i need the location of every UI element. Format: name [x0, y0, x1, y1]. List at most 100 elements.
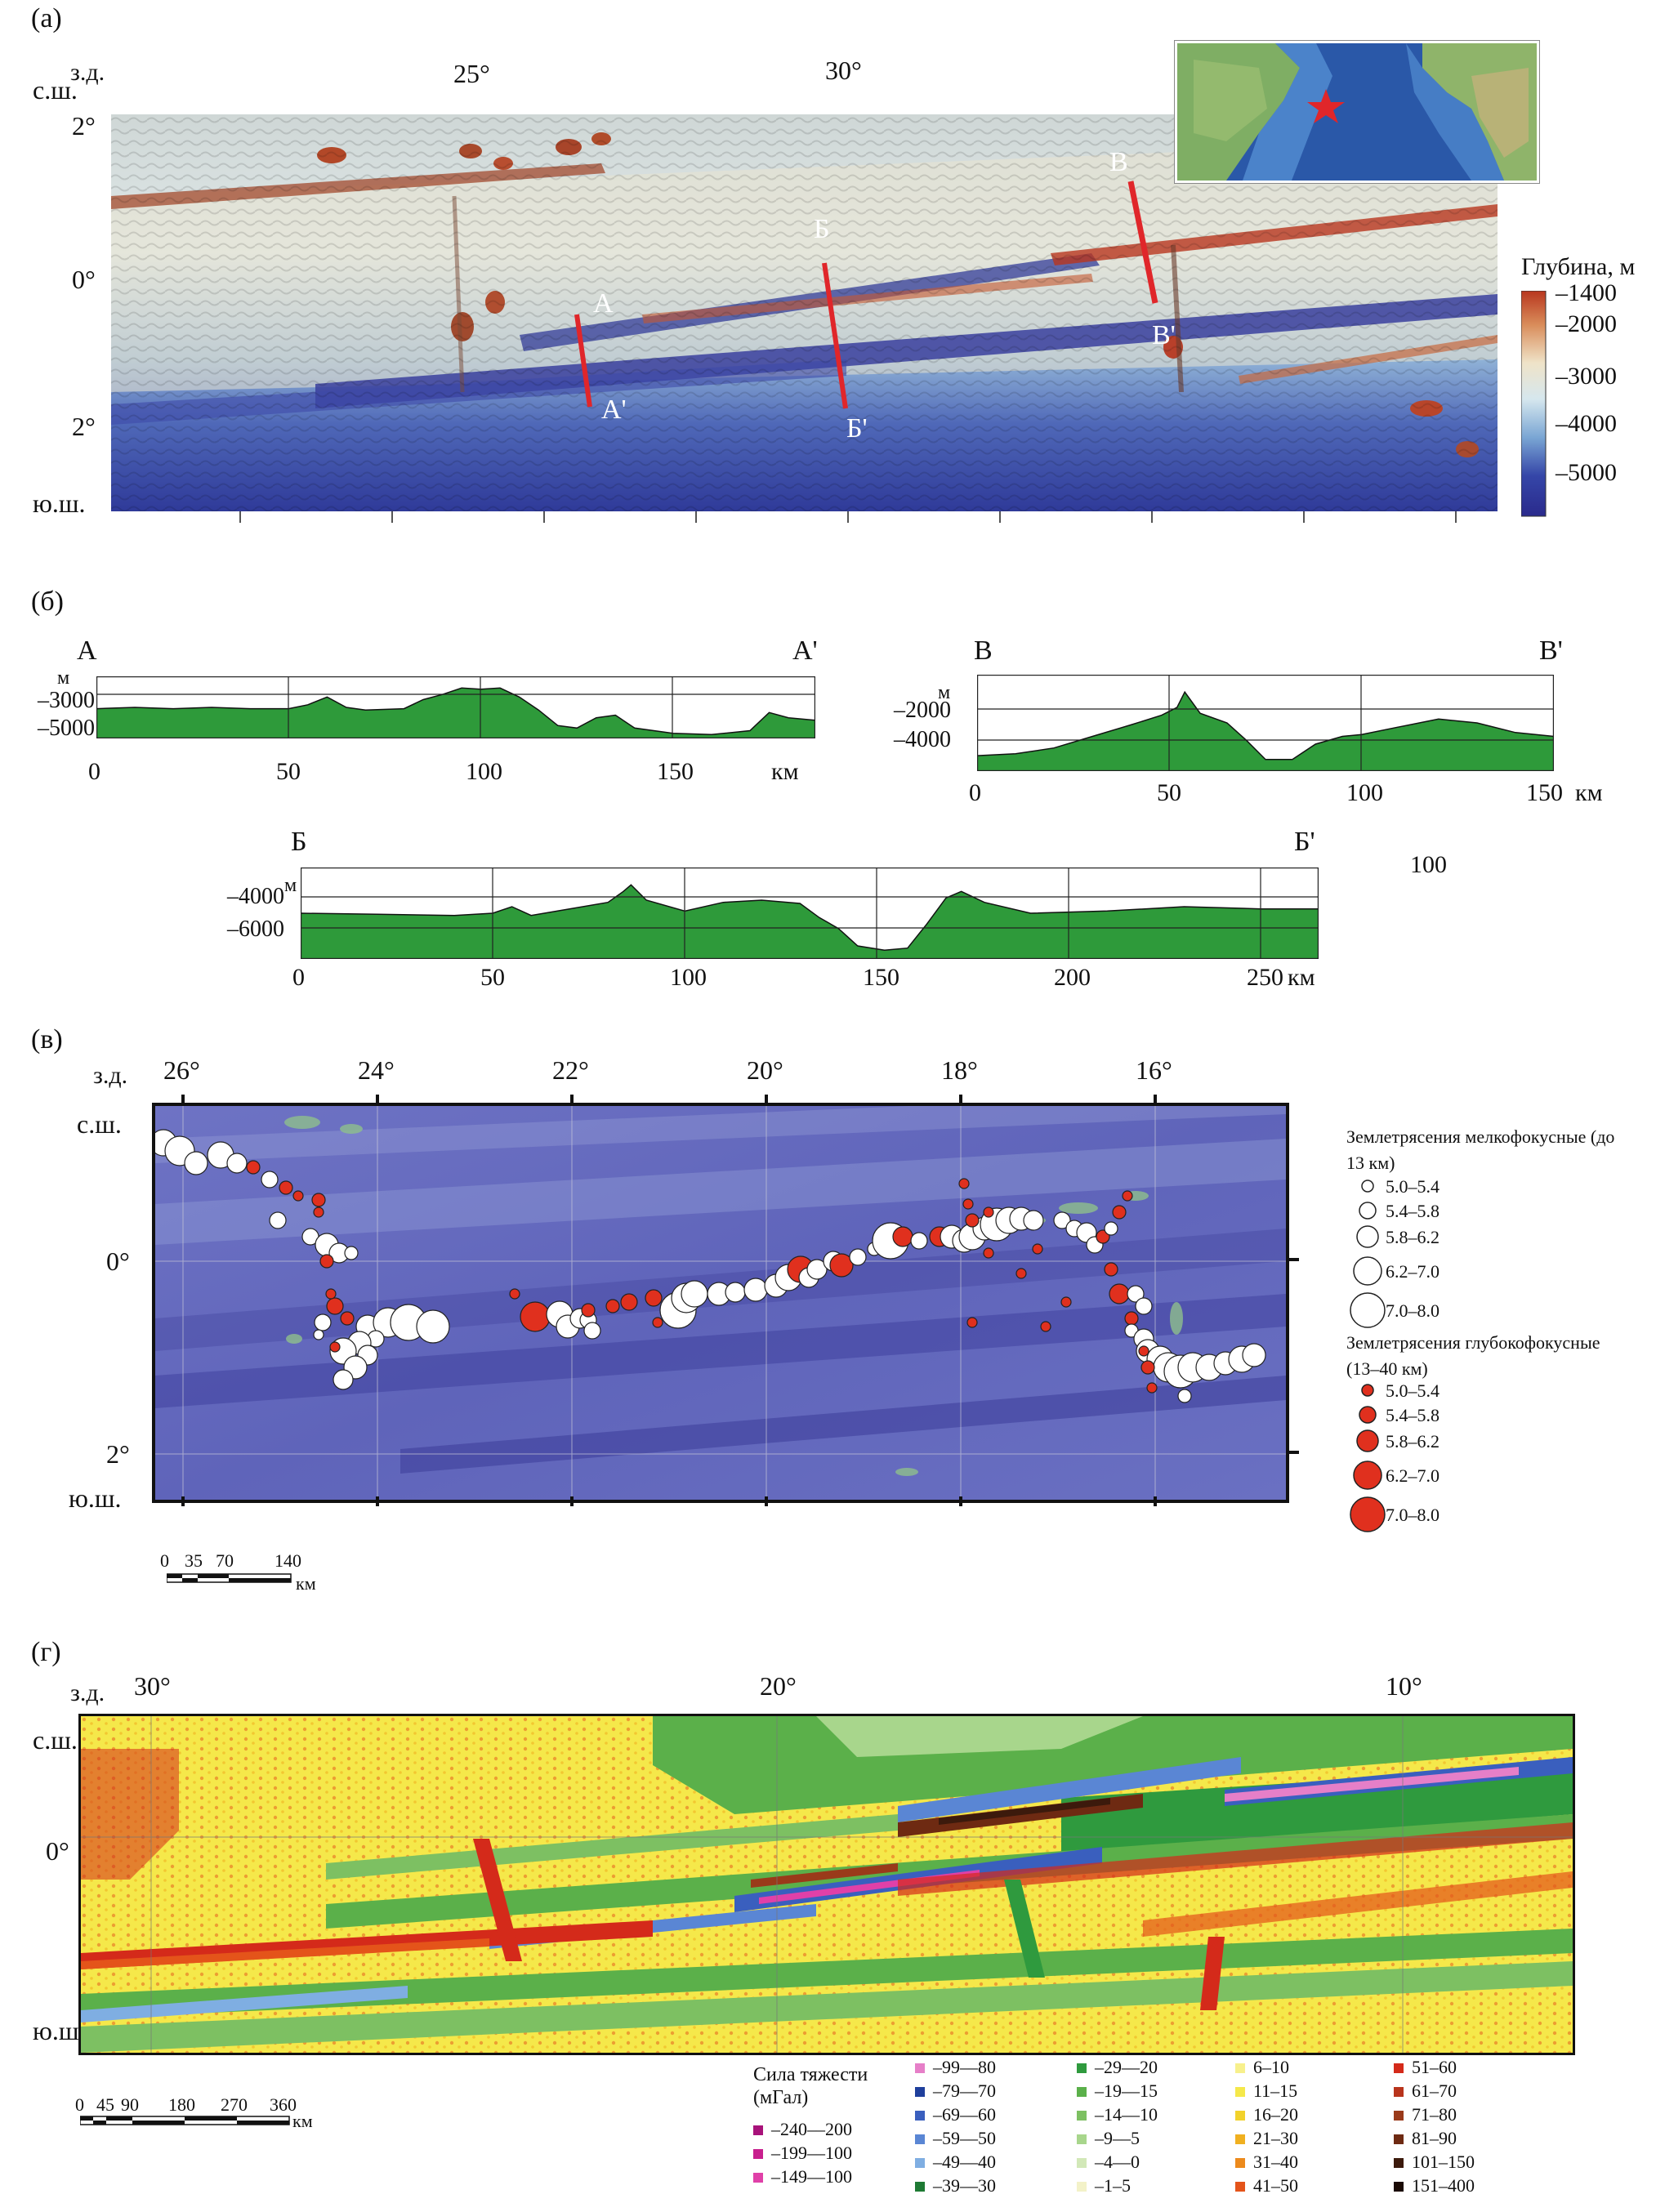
profile-v-xtick-50: 50: [1157, 779, 1181, 806]
deep-earthquake-symbol: [313, 1206, 324, 1218]
depth-tick-2: –2000: [1556, 310, 1617, 337]
gravity-legend-swatch: [1235, 2111, 1245, 2121]
shallow-earthquake-symbol: [910, 1232, 928, 1250]
star-icon: [1307, 89, 1345, 123]
profile-a-start: А: [77, 636, 97, 666]
profile-a-chart: [96, 676, 815, 738]
gravity-legend-label: 51–60: [1412, 2057, 1457, 2077]
shallow-earthquake-symbol: [314, 1313, 332, 1331]
profile-b-xtick-200: 200: [1054, 964, 1091, 991]
deep-earthquake-symbol: [1146, 1382, 1158, 1394]
profile-a-end: А': [792, 636, 818, 666]
shallow-earthquake-symbol: [1177, 1389, 1192, 1403]
gravity-legend-swatch: [1077, 2158, 1087, 2168]
scale-d-unit: км: [292, 2111, 313, 2131]
deep-earthquake-symbol: [605, 1299, 620, 1313]
deep-earthquake-symbol: [1112, 1205, 1127, 1220]
gravity-legend-swatch: [1235, 2087, 1245, 2097]
gravity-legend-label: –9––5: [1095, 2128, 1140, 2148]
profile-v-ytick-1: –2000: [894, 698, 951, 723]
shallow-earthquake-symbol: [313, 1329, 324, 1340]
gravity-legend-swatch: [915, 2111, 925, 2121]
deep-earthquake-symbol: [340, 1311, 355, 1326]
deep-earthquake-symbol: [829, 1253, 854, 1278]
profile-line-a: [574, 314, 592, 408]
gravity-legend-swatch: [1077, 2134, 1087, 2144]
profile-b-ytick-2: –6000: [227, 916, 284, 942]
panel-c-lat-2: 2°: [106, 1439, 130, 1469]
gravity-legend-label: 81–90: [1412, 2128, 1457, 2148]
panel-a-lon-30: 30°: [825, 56, 862, 85]
deep-earthquake-symbol: [1122, 1190, 1133, 1202]
panel-c-hemi-w: з.д.: [93, 1062, 128, 1089]
deep-earthquake-symbol: [319, 1254, 334, 1269]
gravity-legend-label: –4––0: [1095, 2152, 1140, 2172]
deep-earthquake-symbol: [965, 1213, 980, 1228]
deep-earthquake-symbol: [311, 1193, 326, 1207]
scale-bar-d: [80, 2116, 290, 2125]
panel-c-lon-26: 26°: [163, 1055, 200, 1085]
panel-b-letter: (б): [31, 586, 64, 617]
panel-a-hemi-w: з.д.: [70, 59, 105, 86]
gravity-legend-swatch: [1235, 2158, 1245, 2168]
deep-earthquake-symbol: [1060, 1296, 1072, 1308]
scale-d-360: 360: [270, 2094, 297, 2115]
shallow-earthquake-symbol: [333, 1369, 354, 1390]
deep-earthquake-symbol: [1015, 1268, 1027, 1279]
legend-deep-1: [1361, 1384, 1374, 1397]
gravity-legend-title: Сила тяжести: [753, 2064, 868, 2085]
panel-d-letter: (г): [31, 1637, 61, 1667]
gravity-legend-label: –19––15: [1095, 2080, 1158, 2101]
panel-a-hemi-s: ю.ш.: [33, 488, 86, 518]
legend-deep-3-label: 5.8–6.2: [1386, 1431, 1440, 1452]
scale-d-180: 180: [168, 2094, 195, 2115]
shallow-earthquake-symbol: [1127, 1285, 1145, 1303]
shallow-earthquake-symbol: [583, 1322, 601, 1340]
location-inset-map: [1174, 40, 1540, 184]
shallow-earthquake-symbol: [261, 1171, 279, 1189]
gravity-legend-label: –29––20: [1095, 2057, 1158, 2077]
panel-d-hemi-s: ю.ш.: [33, 2016, 86, 2045]
profile-b-xtick-0: 0: [292, 964, 305, 991]
profile-b-chart: [301, 867, 1319, 959]
panel-c-lon-24: 24°: [358, 1055, 395, 1085]
panel-a-lon-25: 25°: [453, 59, 490, 88]
legend-symbols: [1350, 1180, 1386, 1532]
profile-label-v: В: [1109, 147, 1128, 177]
panel-d-lon-10: 10°: [1386, 1671, 1422, 1701]
profile-v-start: В: [974, 636, 993, 666]
panel-d-lon-30: 30°: [134, 1671, 171, 1701]
deep-earthquake-symbol: [620, 1293, 638, 1311]
profile-a-xtick-0: 0: [88, 758, 100, 785]
depth-tick-3: –3000: [1556, 363, 1617, 390]
profile-label-b: Б: [814, 214, 830, 244]
panel-a-lat-2n: 2°: [72, 111, 96, 140]
legend-deep-5: [1350, 1496, 1386, 1532]
shallow-earthquake-symbol: [806, 1259, 828, 1280]
gravity-legend-label: –149––100: [771, 2166, 852, 2187]
profile-line-v: [1127, 181, 1158, 304]
profile-b-xtick-50: 50: [480, 964, 505, 991]
legend-shallow-5: [1350, 1292, 1386, 1328]
deep-earthquake-symbol: [962, 1198, 974, 1210]
deep-earthquake-symbol: [1104, 1262, 1118, 1277]
profile-a-xtick-100: 100: [466, 758, 502, 785]
scale-c-35: 35: [185, 1550, 203, 1571]
profile-label-a-prime: А': [601, 395, 627, 425]
legend-shallow-3-label: 5.8–6.2: [1386, 1227, 1440, 1247]
legend-shallow-2-label: 5.4–5.8: [1386, 1201, 1440, 1221]
shallow-earthquake-symbol: [1104, 1221, 1118, 1236]
profile-a-unit-y: м: [57, 667, 70, 689]
gravity-legend-swatch: [1394, 2087, 1404, 2097]
gravity-legend-swatch: [1077, 2111, 1087, 2121]
shallow-earthquake-symbol: [1135, 1297, 1153, 1315]
legend-shallow-5-label: 7.0–8.0: [1386, 1300, 1440, 1321]
scale-c-70: 70: [216, 1550, 234, 1571]
gravity-legend-swatch: [1394, 2134, 1404, 2144]
deep-earthquake-symbol: [1138, 1345, 1149, 1357]
gravity-legend-swatch: [753, 2173, 763, 2183]
gravity-legend-label: 11–15: [1253, 2080, 1298, 2101]
panel-d-hemi-w: з.д.: [70, 1679, 105, 1706]
shallow-earthquake-symbol: [849, 1248, 867, 1266]
gravity-map: [78, 1714, 1575, 2055]
